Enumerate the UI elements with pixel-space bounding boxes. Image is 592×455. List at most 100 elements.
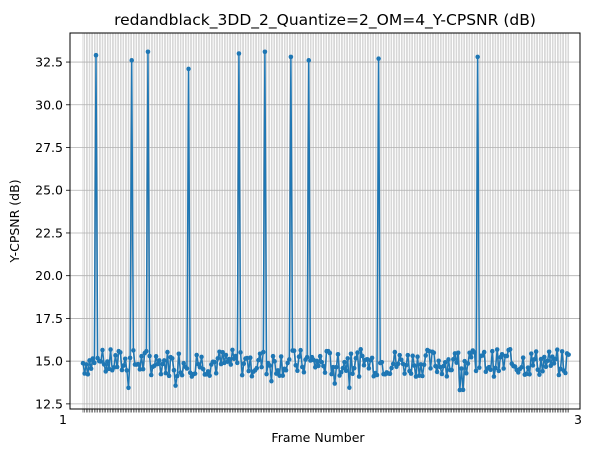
data-point (355, 350, 360, 355)
data-point (329, 371, 334, 377)
data-point (88, 366, 94, 371)
data-point (335, 352, 341, 357)
data-point (468, 354, 474, 360)
data-point (129, 58, 135, 63)
data-point (176, 351, 182, 357)
data-point (153, 354, 159, 359)
data-point (397, 352, 403, 358)
data-point (551, 361, 557, 366)
data-point (179, 372, 185, 378)
series-y-cpsnr (80, 49, 571, 393)
data-point (319, 359, 325, 365)
data-point (270, 353, 276, 359)
data-point (223, 352, 229, 358)
data-point (173, 383, 178, 388)
data-point (519, 365, 524, 370)
data-point (464, 370, 469, 376)
data-point (301, 369, 307, 375)
data-point (541, 354, 547, 360)
data-point (114, 364, 120, 370)
data-point (306, 58, 312, 63)
data-point (412, 363, 417, 368)
data-point (314, 358, 320, 364)
data-point (272, 359, 277, 364)
data-point (537, 372, 542, 377)
data-point (376, 56, 381, 61)
y-tick-label: 30.0 (35, 97, 63, 112)
data-point (481, 349, 487, 355)
data-point (338, 369, 344, 375)
data-point (119, 367, 125, 373)
data-point (423, 353, 429, 358)
data-point (321, 363, 326, 369)
data-point (184, 366, 190, 371)
data-point (256, 357, 261, 363)
data-point (170, 356, 175, 361)
data-point (259, 364, 264, 370)
data-point (415, 354, 420, 360)
data-point (480, 353, 485, 358)
data-point (126, 385, 131, 391)
data-point (264, 371, 269, 377)
data-point (350, 371, 355, 377)
data-point (550, 354, 555, 360)
data-point (379, 359, 385, 365)
data-point (296, 354, 302, 360)
data-point (247, 355, 253, 361)
data-point (147, 353, 152, 359)
data-point (83, 362, 89, 367)
data-point (254, 365, 260, 371)
data-point (113, 353, 118, 358)
data-point (161, 358, 167, 363)
data-point (451, 356, 456, 362)
data-point (566, 352, 571, 357)
data-point (501, 366, 506, 371)
data-point (239, 372, 245, 378)
data-point (131, 348, 136, 353)
data-point (137, 367, 143, 372)
data-point (454, 360, 459, 365)
data-point (332, 381, 338, 386)
data-point (118, 350, 123, 355)
data-point (436, 358, 441, 364)
data-point (459, 366, 464, 371)
data-point (280, 373, 286, 378)
data-point (402, 371, 407, 376)
data-point (135, 361, 141, 367)
data-point (343, 368, 349, 374)
data-point (403, 362, 409, 368)
data-point (199, 354, 204, 360)
data-point (358, 347, 364, 352)
data-point (322, 370, 328, 375)
data-point (439, 371, 445, 377)
data-point (241, 361, 247, 367)
data-point (299, 364, 305, 370)
chart-title: redandblack_3DD_2_Quantize=2_OM=4_Y-CPSN… (114, 11, 536, 30)
data-point (286, 357, 292, 362)
data-point (121, 363, 126, 368)
data-point (213, 370, 219, 376)
data-point (192, 371, 198, 376)
data-point (360, 353, 365, 359)
data-point (285, 360, 290, 366)
data-point (559, 349, 565, 354)
data-point (340, 365, 346, 371)
data-point (442, 360, 448, 365)
y-tick-label: 27.5 (35, 140, 63, 155)
data-point (473, 368, 479, 374)
y-tick-label: 22.5 (35, 225, 63, 240)
data-point (234, 360, 240, 366)
data-point (540, 368, 545, 374)
y-axis: 12.5 15.0 17.5 20.0 22.5 25.0 27.5 30.0 32.5 (35, 55, 70, 411)
data-point (105, 359, 110, 364)
data-point (124, 368, 130, 373)
y-tick-label: 12.5 (35, 396, 63, 411)
x-tick-label-last: 3 (574, 412, 582, 427)
data-point (460, 387, 466, 393)
data-point (527, 372, 532, 377)
data-point (530, 363, 536, 368)
data-point (431, 350, 437, 356)
data-point (157, 358, 162, 363)
data-point (433, 363, 438, 369)
data-point (85, 372, 91, 377)
